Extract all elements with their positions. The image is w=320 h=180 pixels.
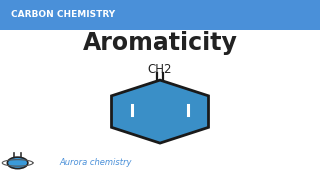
Text: CH2: CH2	[148, 63, 172, 76]
Text: Aurora chemistry: Aurora chemistry	[59, 158, 132, 167]
Bar	[0, 0, 320, 30]
Polygon shape	[111, 80, 209, 143]
Text: CARBON CHEMISTRY: CARBON CHEMISTRY	[11, 10, 115, 19]
Text: Aromaticity: Aromaticity	[83, 31, 237, 55]
Circle shape	[7, 157, 28, 169]
